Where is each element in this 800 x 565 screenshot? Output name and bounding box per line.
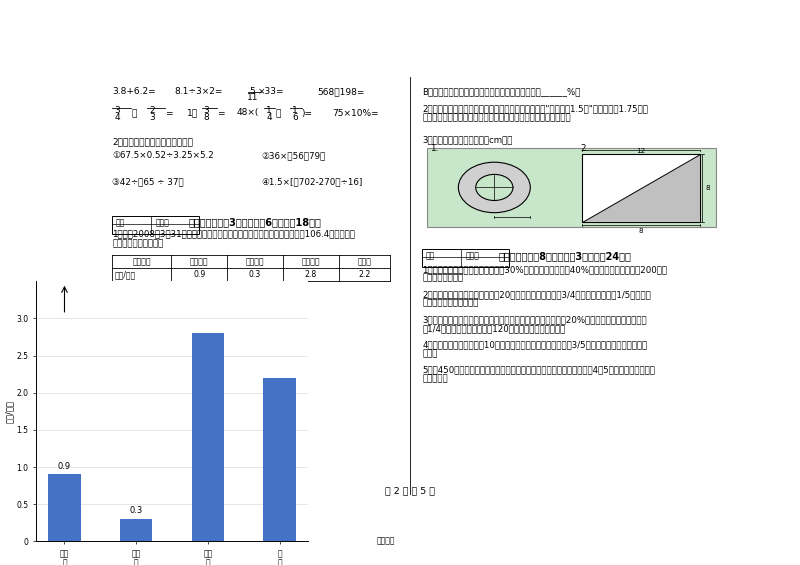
Text: 它的报名人数如下表：: 它的报名人数如下表： (112, 239, 164, 248)
Text: 75×10%=: 75×10%= (333, 109, 379, 118)
Text: （1）根据表里的人数，完成统计图。: （1）根据表里的人数，完成统计图。 (112, 451, 200, 460)
Text: 子多少筐？（用方程解）: 子多少筐？（用方程解） (422, 299, 478, 308)
Text: 六、应用题（共8小题，每题3分，共计24分）: 六、应用题（共8小题，每题3分，共计24分） (498, 251, 631, 261)
Text: 的1/4，五年级比四年级多捐120元，全校共捐款多少元？: 的1/4，五年级比四年级多捐120元，全校共捐款多少元？ (422, 324, 566, 333)
Text: 3: 3 (114, 106, 120, 115)
Circle shape (458, 162, 530, 212)
Text: 这段公路有多长？: 这段公路有多长？ (422, 273, 463, 282)
Text: 0.9: 0.9 (58, 462, 71, 471)
Text: 8: 8 (639, 228, 643, 234)
Text: ③42÷（65 ÷ 37）: ③42÷（65 ÷ 37） (112, 177, 184, 186)
Text: 3: 3 (203, 106, 210, 115)
Text: 5．把450棵樟树苗分给一中队、二中队，使两个中队分得的树苗的比是4：5，每个中队各分到树: 5．把450棵樟树苗分给一中队、二中队，使两个中队分得的树苗的比是4：5，每个中… (422, 366, 655, 375)
Text: 11: 11 (247, 93, 258, 102)
Circle shape (476, 175, 513, 201)
Text: 4．一张课桌比一把椅子贵10元，如果椅子的单价是课桌单价的3/5，课桌和椅子的单价各是多: 4．一张课桌比一把椅子贵10元，如果椅子的单价是课桌单价的3/5，课桌和椅子的单… (422, 341, 647, 350)
Text: 人员类别: 人员类别 (376, 537, 394, 546)
Text: 2.: 2. (581, 144, 589, 153)
FancyBboxPatch shape (427, 148, 716, 227)
Text: 1．截止2008年3月31日，报名申请成为北京奥运会志愿者的，除我国大陆的106.4万人外，其: 1．截止2008年3月31日，报名申请成为北京奥运会志愿者的，除我国大陆的106… (112, 229, 355, 238)
Text: ④1.5×[（702-270）÷16]: ④1.5×[（702-270）÷16] (262, 177, 362, 186)
Text: 苗多少棵？: 苗多少棵？ (422, 375, 448, 384)
Text: 人员类别: 人员类别 (133, 257, 151, 266)
Text: 0.3: 0.3 (249, 270, 261, 279)
Text: 3.8+6.2=: 3.8+6.2= (112, 88, 156, 97)
Text: 1: 1 (292, 106, 298, 115)
Text: 2．画图分析：有一个水池里整着一块牌子，上面写有"平均水深1.5米"。某人身高1.75米，: 2．画图分析：有一个水池里整着一块牌子，上面写有"平均水深1.5米"。某人身高1… (422, 104, 648, 113)
Text: 五、综合题（共3小题，每题6分，共计18分）: 五、综合题（共3小题，每题6分，共计18分） (189, 218, 322, 228)
Polygon shape (582, 154, 700, 222)
Text: （2）求下列百分数。（百分号前保留一位小数）: （2）求下列百分数。（百分号前保留一位小数） (112, 461, 226, 470)
Text: 4: 4 (495, 185, 500, 192)
Text: 3: 3 (150, 114, 155, 123)
Text: 8: 8 (705, 185, 710, 191)
Text: ②36×（56＋79）: ②36×（56＋79） (262, 151, 326, 160)
Text: 第 2 页 共 5 页: 第 2 页 共 5 页 (385, 486, 435, 495)
Bar (192, 333, 224, 541)
Text: 华侨华人: 华侨华人 (302, 257, 320, 266)
Text: =: = (165, 109, 173, 118)
Text: －: － (131, 109, 136, 118)
Text: 5: 5 (249, 86, 254, 95)
Text: 0.3: 0.3 (130, 506, 142, 515)
Text: 得分: 得分 (426, 252, 434, 261)
Text: 评卷人: 评卷人 (466, 252, 480, 261)
Text: )=: )= (302, 109, 313, 118)
Text: 得分: 得分 (115, 218, 125, 227)
Text: 1－: 1－ (187, 108, 198, 118)
Text: 0.9: 0.9 (193, 270, 206, 279)
Text: 1．修一段公路，第一天修了全长的30%，第二天修了全长的40%，第二天比第一天多修200米，: 1．修一段公路，第一天修了全长的30%，第二天修了全长的40%，第二天比第一天多… (422, 265, 667, 274)
Text: =: = (217, 109, 224, 118)
Text: 评卷人: 评卷人 (156, 218, 170, 227)
Text: 8.1÷3×2=: 8.1÷3×2= (174, 88, 222, 97)
Text: 1.: 1. (430, 144, 438, 153)
Text: 港澳同胞: 港澳同胞 (190, 257, 209, 266)
Text: 2.8: 2.8 (305, 270, 317, 279)
Text: 48×(: 48×( (237, 108, 258, 118)
Text: 3．求阴影部分面积（单位：cm）。: 3．求阴影部分面积（单位：cm）。 (422, 135, 513, 144)
Bar (48, 475, 81, 541)
Text: 8: 8 (518, 182, 523, 188)
FancyBboxPatch shape (112, 216, 199, 234)
Text: 4: 4 (266, 114, 272, 123)
Text: 外国人: 外国人 (357, 257, 371, 266)
Text: 人数/万人: 人数/万人 (114, 270, 135, 279)
Text: 8: 8 (203, 114, 210, 123)
Bar (263, 378, 296, 541)
Y-axis label: 人数/万人: 人数/万人 (5, 400, 14, 423)
Text: 2．按式计算，能简算的要简算：: 2．按式计算，能简算的要简算： (112, 137, 194, 146)
Text: 12: 12 (637, 148, 646, 154)
Text: 4: 4 (114, 114, 120, 123)
Text: 台湾同胞: 台湾同胞 (246, 257, 264, 266)
Text: 少元？: 少元？ (422, 349, 438, 358)
Bar (120, 519, 152, 541)
Text: A．台湾同胞报名人数大约是港澳同胞的______%。: A．台湾同胞报名人数大约是港澳同胞的______%。 (112, 471, 245, 480)
Text: ①67.5×0.52÷3.25×5.2: ①67.5×0.52÷3.25×5.2 (112, 151, 214, 160)
Text: B．旅居国外的华侨华人比外国人的报名人数多大约______%。: B．旅居国外的华侨华人比外国人的报名人数多大约______%。 (422, 88, 581, 97)
Text: 568－198=: 568－198= (317, 88, 364, 97)
Text: －: － (275, 109, 281, 118)
Text: ×33=: ×33= (258, 88, 285, 97)
Text: 3．朝阳小学组织为灾区捐款活动，四年级的捐款数额占全校的20%，五年级的捐款数额占全校: 3．朝阳小学组织为灾区捐款活动，四年级的捐款数额占全校的20%，五年级的捐款数额… (422, 315, 647, 324)
Text: 2．商店运来一些水果，运来苹果20筐，梨的筐数是苹果的3/4，同时又是橘子的1/5，运来橘: 2．商店运来一些水果，运来苹果20筐，梨的筐数是苹果的3/4，同时又是橘子的1/… (422, 290, 651, 299)
Text: 6: 6 (292, 114, 298, 123)
FancyBboxPatch shape (582, 154, 700, 222)
FancyBboxPatch shape (422, 249, 510, 267)
Text: 2: 2 (150, 106, 155, 115)
Text: 2.2: 2.2 (358, 270, 370, 279)
Text: 他不会游泳，如果不慎掉入水池中，他是否有生命危险？为什么？: 他不会游泳，如果不慎掉入水池中，他是否有生命危险？为什么？ (422, 114, 571, 123)
Text: 1: 1 (266, 106, 272, 115)
